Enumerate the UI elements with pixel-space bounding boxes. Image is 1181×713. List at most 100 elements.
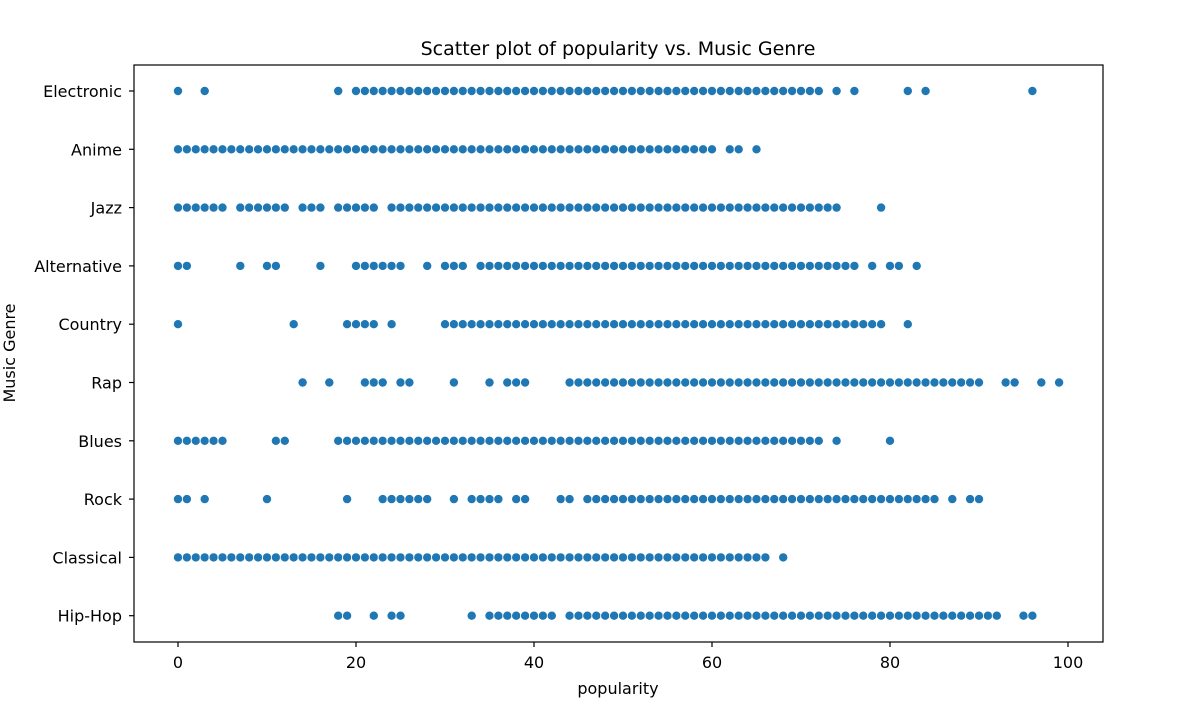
- data-point: [787, 319, 798, 330]
- data-point: [333, 144, 344, 155]
- data-point: [520, 86, 531, 97]
- data-point: [635, 552, 646, 563]
- data-point: [724, 435, 735, 446]
- data-point: [422, 260, 433, 271]
- data-point: [840, 494, 851, 505]
- data-point: [448, 319, 459, 330]
- data-point: [386, 144, 397, 155]
- data-point: [190, 552, 201, 563]
- series-alternative: [172, 260, 922, 271]
- data-point: [582, 610, 593, 621]
- data-point: [671, 86, 682, 97]
- data-point: [831, 610, 842, 621]
- data-point: [849, 86, 860, 97]
- data-point: [822, 377, 833, 388]
- data-point: [626, 494, 637, 505]
- data-point: [448, 202, 459, 213]
- data-point: [466, 86, 477, 97]
- data-point: [858, 377, 869, 388]
- data-point: [270, 260, 281, 271]
- data-point: [502, 202, 513, 213]
- data-point: [840, 319, 851, 330]
- data-point: [751, 86, 762, 97]
- data-point: [226, 144, 237, 155]
- data-point: [377, 494, 388, 505]
- data-point: [751, 202, 762, 213]
- series-hip-hop: [333, 610, 1038, 621]
- data-point: [662, 319, 673, 330]
- data-point: [342, 202, 353, 213]
- data-point: [404, 494, 415, 505]
- data-point: [199, 144, 210, 155]
- data-point: [849, 319, 860, 330]
- data-point: [600, 552, 611, 563]
- data-point: [724, 552, 735, 563]
- data-point: [217, 552, 228, 563]
- data-point: [368, 260, 379, 271]
- data-point: [439, 260, 450, 271]
- data-point: [813, 610, 824, 621]
- data-point: [760, 552, 771, 563]
- data-point: [876, 319, 887, 330]
- data-point: [698, 86, 709, 97]
- data-point: [831, 435, 842, 446]
- data-point: [457, 260, 468, 271]
- data-point: [653, 144, 664, 155]
- data-point: [368, 319, 379, 330]
- series-rock: [172, 494, 985, 505]
- data-point: [279, 552, 290, 563]
- data-point: [733, 435, 744, 446]
- data-point: [742, 260, 753, 271]
- data-point: [520, 260, 531, 271]
- data-point: [680, 494, 691, 505]
- data-point: [1036, 377, 1047, 388]
- data-point: [618, 610, 629, 621]
- series-rap: [297, 377, 1065, 388]
- data-point: [493, 494, 504, 505]
- data-point: [591, 494, 602, 505]
- data-point: [724, 144, 735, 155]
- data-point: [778, 494, 789, 505]
- data-point: [974, 610, 985, 621]
- data-point: [493, 319, 504, 330]
- data-point: [244, 552, 255, 563]
- data-point: [333, 552, 344, 563]
- data-point: [529, 610, 540, 621]
- data-point: [288, 144, 299, 155]
- data-point: [529, 202, 540, 213]
- data-point: [529, 86, 540, 97]
- data-point: [537, 435, 548, 446]
- data-point: [831, 377, 842, 388]
- data-point: [413, 552, 424, 563]
- data-point: [484, 494, 495, 505]
- data-point: [172, 260, 183, 271]
- data-point: [448, 144, 459, 155]
- data-point: [350, 86, 361, 97]
- data-point: [457, 435, 468, 446]
- data-point: [377, 86, 388, 97]
- data-point: [920, 610, 931, 621]
- data-point: [635, 144, 646, 155]
- data-point: [511, 494, 522, 505]
- data-point: [1009, 377, 1020, 388]
- data-point: [787, 260, 798, 271]
- data-point: [698, 494, 709, 505]
- data-point: [555, 144, 566, 155]
- data-point: [511, 435, 522, 446]
- data-point: [306, 202, 317, 213]
- data-point: [671, 260, 682, 271]
- data-point: [644, 610, 655, 621]
- data-point: [386, 552, 397, 563]
- data-point: [395, 610, 406, 621]
- data-point: [413, 494, 424, 505]
- data-point: [377, 435, 388, 446]
- data-point: [751, 610, 762, 621]
- data-point: [315, 260, 326, 271]
- data-point: [279, 435, 290, 446]
- series-classical: [172, 552, 789, 563]
- data-point: [279, 144, 290, 155]
- data-point: [546, 435, 557, 446]
- data-point: [609, 86, 620, 97]
